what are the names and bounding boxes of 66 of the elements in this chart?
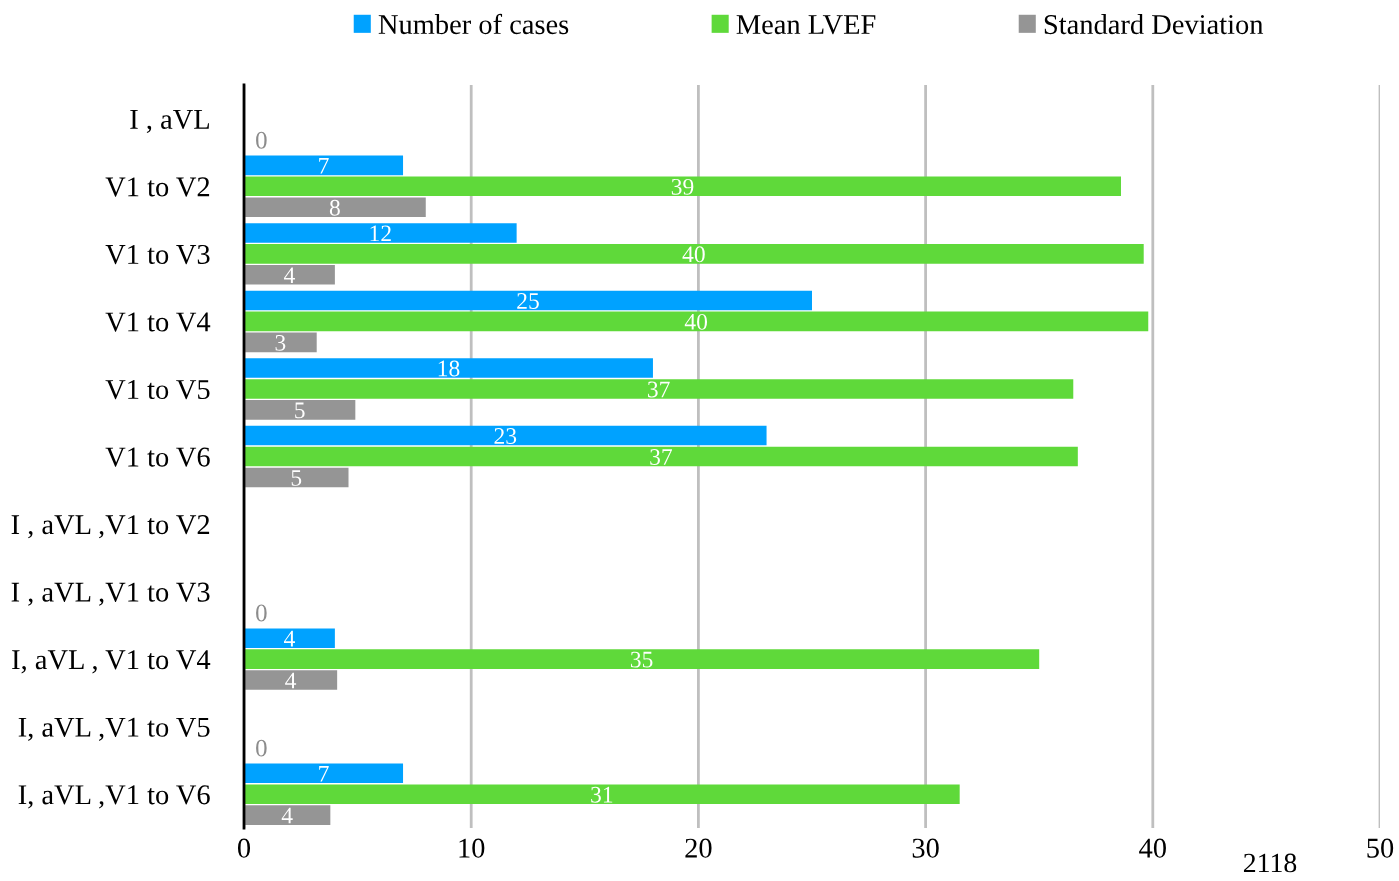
legend-label: Number of cases <box>378 13 569 35</box>
bar <box>244 649 1040 669</box>
data-label: 31 <box>591 786 613 803</box>
bar <box>244 358 653 378</box>
bar <box>244 763 404 784</box>
y-tick-label: I , aVL ,V1 to V2 <box>11 515 210 539</box>
data-label: 4 <box>285 672 297 689</box>
legend-label: Mean LVEF <box>736 15 876 35</box>
data-label: 7 <box>319 766 329 782</box>
bar <box>244 223 517 243</box>
data-label: 5 <box>291 470 302 486</box>
bar <box>244 265 335 285</box>
y-tick-label: V1 to V5 <box>105 380 210 400</box>
data-label: 39 <box>671 178 694 195</box>
data-label: 18 <box>438 360 460 377</box>
bar <box>244 290 812 311</box>
bar <box>244 311 1149 332</box>
data-label: 40 <box>684 313 708 330</box>
bar <box>244 155 404 176</box>
data-label: 7 <box>319 158 329 174</box>
text: 2118 <box>1243 853 1297 873</box>
data-label: 25 <box>517 293 539 309</box>
data-label: 8 <box>329 199 340 216</box>
x-tick-label: 10 <box>459 838 485 858</box>
data-label: 40 <box>682 246 705 263</box>
data-label: 37 <box>650 449 673 465</box>
y-tick-label: V1 to V3 <box>105 244 210 265</box>
bar <box>244 400 356 420</box>
legend-label: Standard Deviation <box>1044 14 1264 35</box>
bar <box>244 425 767 446</box>
x-tick-label: 40 <box>1139 838 1166 858</box>
data-label: 12 <box>370 225 391 242</box>
x-tick-label: 20 <box>685 838 712 858</box>
y-tick-label: I, aVL ,V1 to V5 <box>18 717 210 741</box>
y-tick-label: V1 to V4 <box>105 312 211 332</box>
y-tick-label: I, aVL , V1 to V4 <box>12 650 211 674</box>
bar <box>244 446 1078 467</box>
x-tick-label: 30 <box>912 838 939 858</box>
data-label: 23 <box>494 428 517 444</box>
y-tick-label: I , aVL <box>130 110 209 134</box>
bar <box>244 244 1144 264</box>
bar <box>244 467 349 488</box>
bar <box>244 628 335 648</box>
bar <box>244 379 1074 399</box>
bar <box>244 784 960 805</box>
data-label: 3 <box>275 334 286 351</box>
bar <box>244 670 338 690</box>
data-label: 37 <box>647 381 670 398</box>
y-tick-label: I, aVL ,V1 to V6 <box>18 785 210 809</box>
data-label: 5 <box>295 402 305 419</box>
x-tick-label: 50 <box>1367 838 1394 858</box>
bar <box>244 176 1121 197</box>
data-label: 4 <box>284 630 295 647</box>
data-label: 0 <box>256 604 267 622</box>
y-tick-label: V1 to V2 <box>105 177 210 197</box>
data-label: 35 <box>630 651 653 668</box>
data-label: 0 <box>256 131 267 149</box>
y-tick-label: V1 to V6 <box>105 447 210 467</box>
y-tick-label: I , aVL ,V1 to V3 <box>11 582 210 606</box>
bar <box>244 197 426 218</box>
bar <box>244 332 317 353</box>
x-tick-label: 0 <box>237 838 251 858</box>
data-label: 4 <box>281 807 293 824</box>
data-label: 4 <box>284 267 295 283</box>
data-label: 0 <box>256 739 267 757</box>
bar <box>244 805 331 825</box>
